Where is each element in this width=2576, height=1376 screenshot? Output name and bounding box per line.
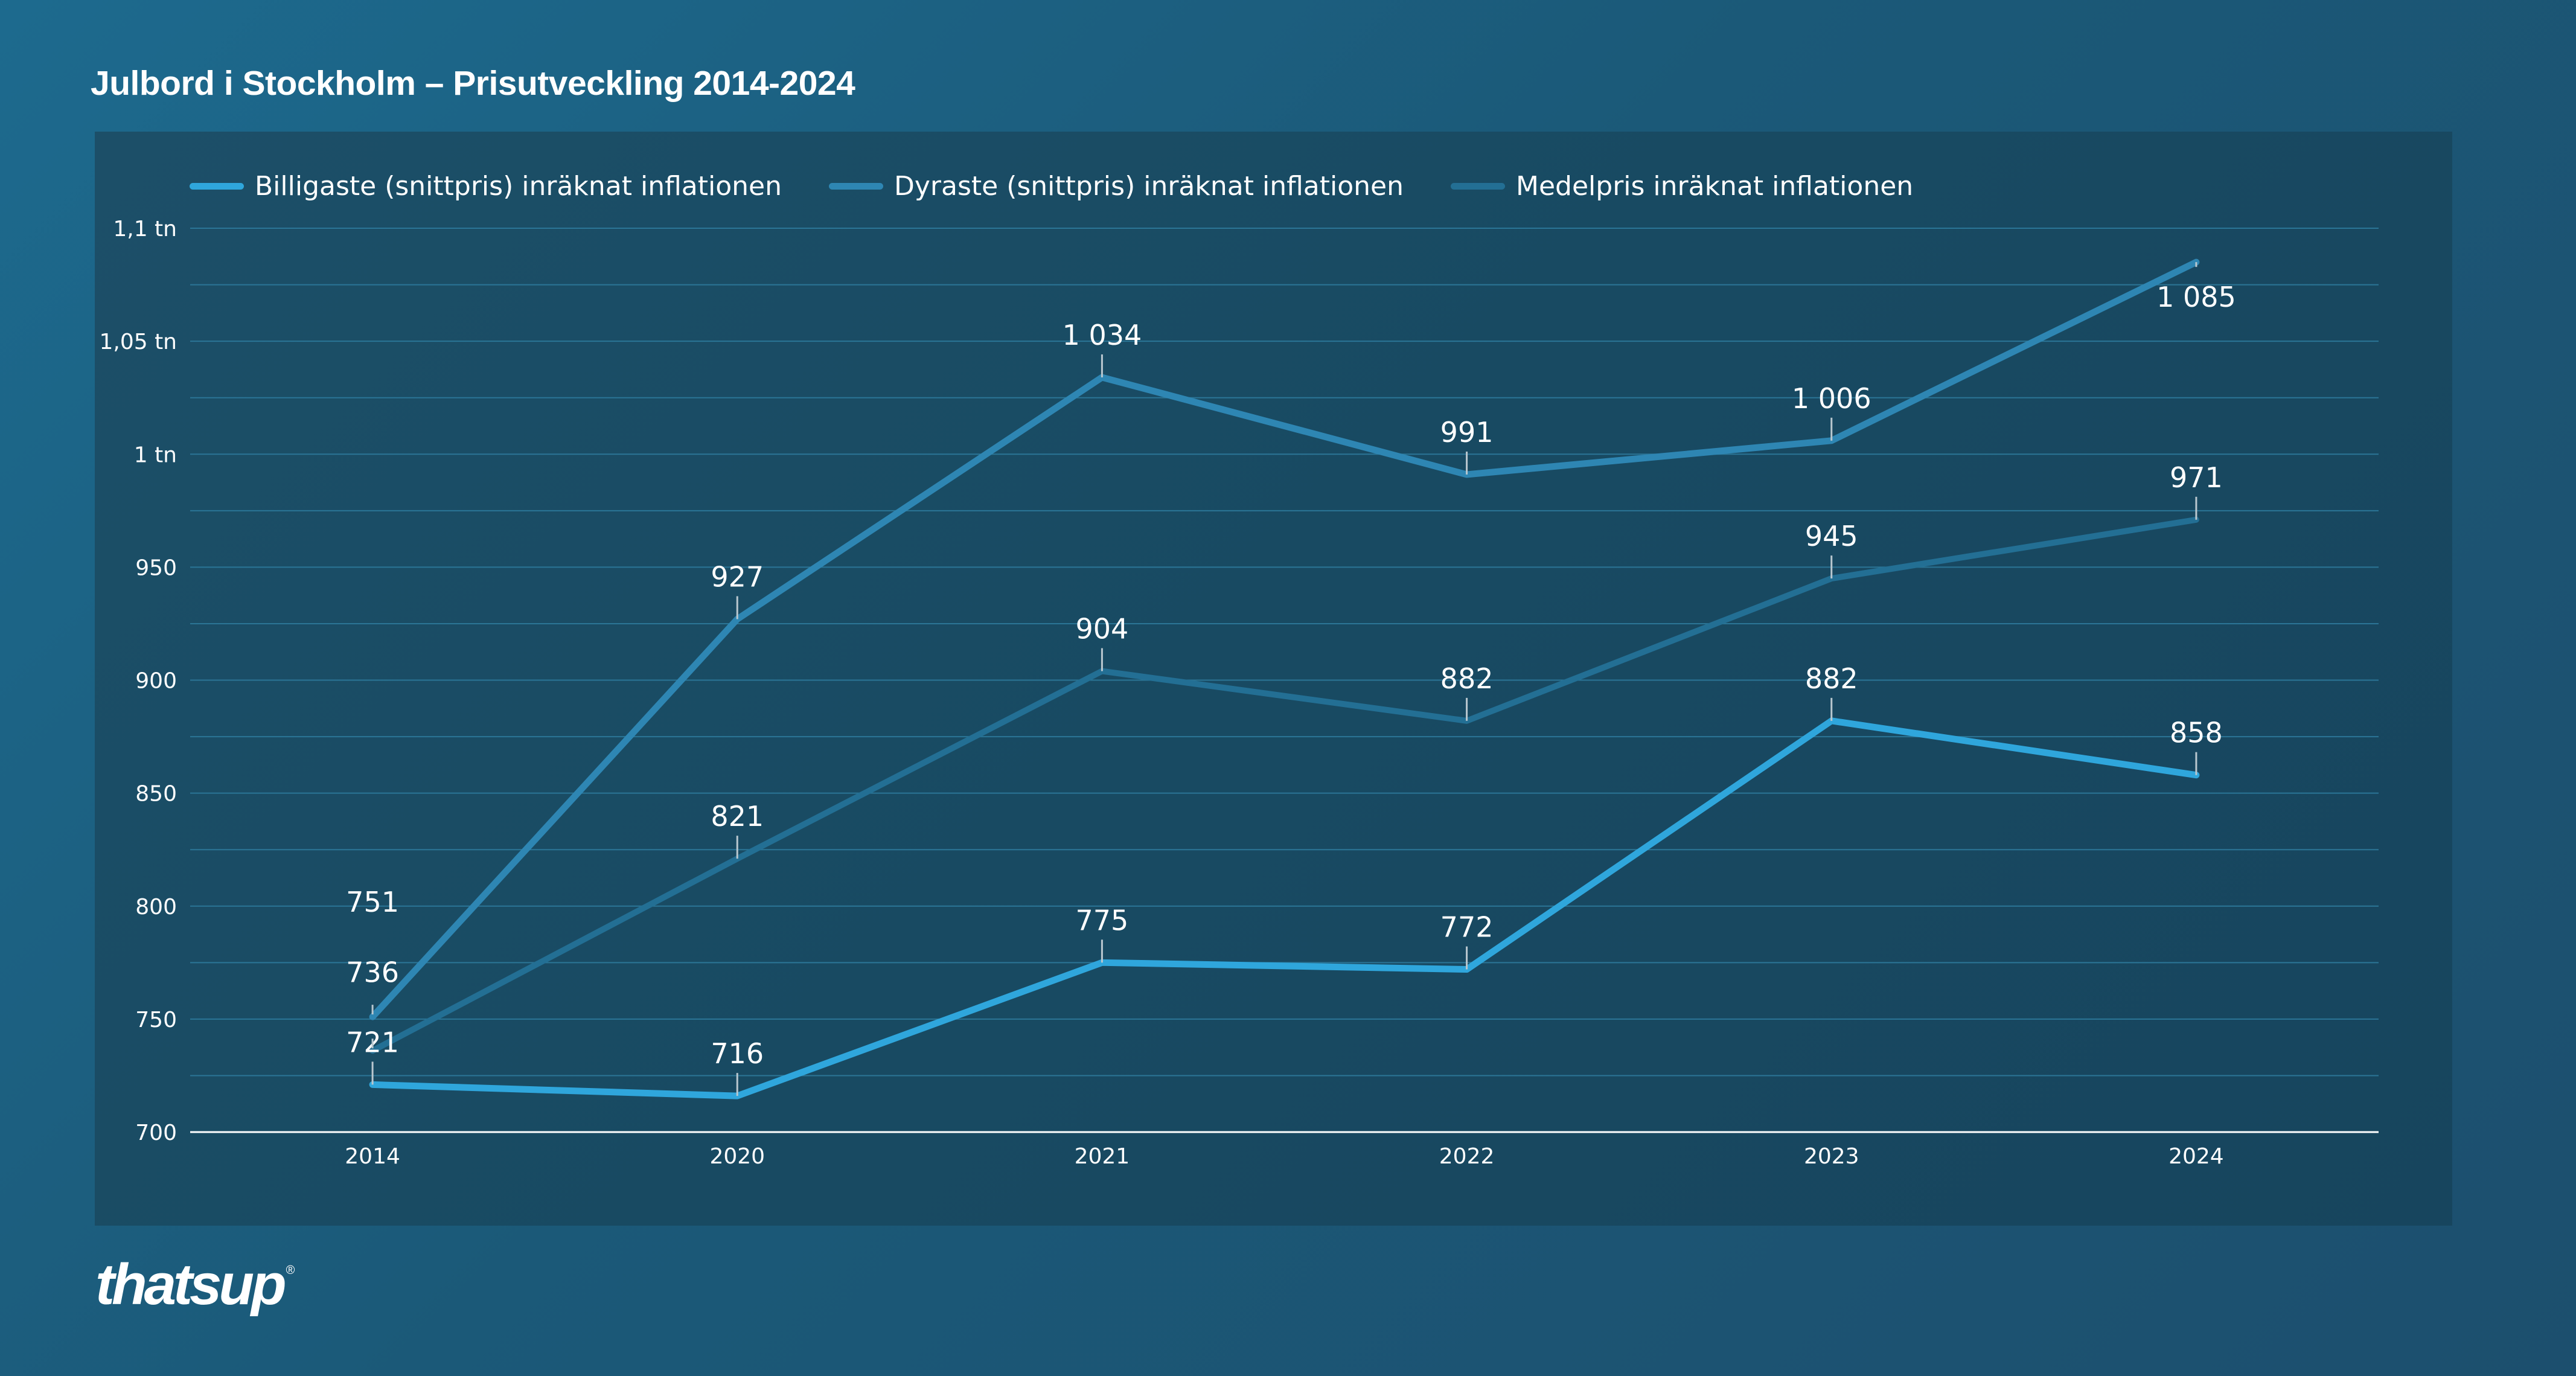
x-tick-label: 2014 [345,1144,400,1169]
y-tick-label: 1 tn [134,443,177,467]
series-line-billigaste [369,717,2200,1099]
data-label-billigaste: 772 [1440,911,1494,944]
data-label-medelpris: 821 [711,800,764,833]
logo-text: thatsup [95,1252,287,1317]
y-tick-label: 750 [135,1008,177,1032]
y-tick-label: 850 [135,782,177,807]
x-tick-label: 2021 [1075,1144,1130,1169]
data-label-medelpris: 736 [346,956,399,988]
data-label-dyraste: 751 [346,886,399,918]
x-tick-label: 2022 [1439,1144,1495,1169]
line-chart: 700 750 800 850 900 950 1 tn 1,05 tn 1,1 tn 2014 2… [99,217,2379,1169]
legend-item-medelpris[interactable]: Medelpris inräknat inflationen [1451,171,1913,202]
data-label-dyraste: 1 006 [1792,382,1871,415]
chart-title: Julbord i Stockholm – Prisutveckling 201… [91,64,855,103]
data-label-medelpris: 945 [1805,520,1858,552]
legend-item-billigaste[interactable]: Billigaste (snittpris) inräknat inflatio… [190,171,782,202]
data-label-billigaste: 775 [1076,904,1129,936]
y-tick-label: 1,1 tn [113,217,177,242]
legend-label-dyraste: Dyraste (snittpris) inräknat inflationen [894,170,1404,202]
data-label-dyraste: 1 085 [2156,281,2236,313]
x-tick-label: 2024 [2169,1144,2224,1169]
y-tick-label: 1,05 tn [99,330,177,354]
data-label-billigaste: 882 [1805,662,1858,695]
thatsup-logo[interactable]: thatsup ® [95,1256,295,1314]
legend-swatch-billigaste [190,182,244,190]
y-tick-label: 800 [135,895,177,920]
chart-panel: 700 750 800 850 900 950 1 tn 1,05 tn 1,1 tn 2014 2… [95,132,2452,1226]
legend-swatch-dyraste [829,182,883,190]
registered-mark: ® [286,1264,295,1277]
data-label-billigaste: 858 [2170,717,2223,749]
y-tick-label: 950 [135,555,177,580]
data-label-dyraste: 991 [1440,416,1494,449]
data-label-medelpris: 882 [1440,662,1494,695]
x-tick-label: 2020 [709,1144,765,1169]
y-tick-label: 700 [135,1121,177,1145]
data-label-dyraste: 1 034 [1063,319,1142,351]
series-line-medelpris [369,516,2199,1054]
data-label-medelpris: 971 [2170,461,2223,494]
y-tick-label: 900 [135,669,177,694]
legend-swatch-medelpris [1451,182,1505,190]
legend-label-medelpris: Medelpris inräknat inflationen [1516,170,1914,202]
data-label-dyraste: 927 [711,560,764,593]
legend-item-dyraste[interactable]: Dyraste (snittpris) inräknat inflationen [829,171,1404,202]
data-label-medelpris: 904 [1076,613,1129,645]
series-line-dyraste [369,258,2200,1020]
legend-label-billigaste: Billigaste (snittpris) inräknat inflatio… [255,170,782,202]
data-label-billigaste: 716 [711,1037,764,1070]
x-tick-label: 2023 [1804,1144,1859,1169]
chart-legend: Billigaste (snittpris) inräknat inflatio… [190,132,2452,240]
